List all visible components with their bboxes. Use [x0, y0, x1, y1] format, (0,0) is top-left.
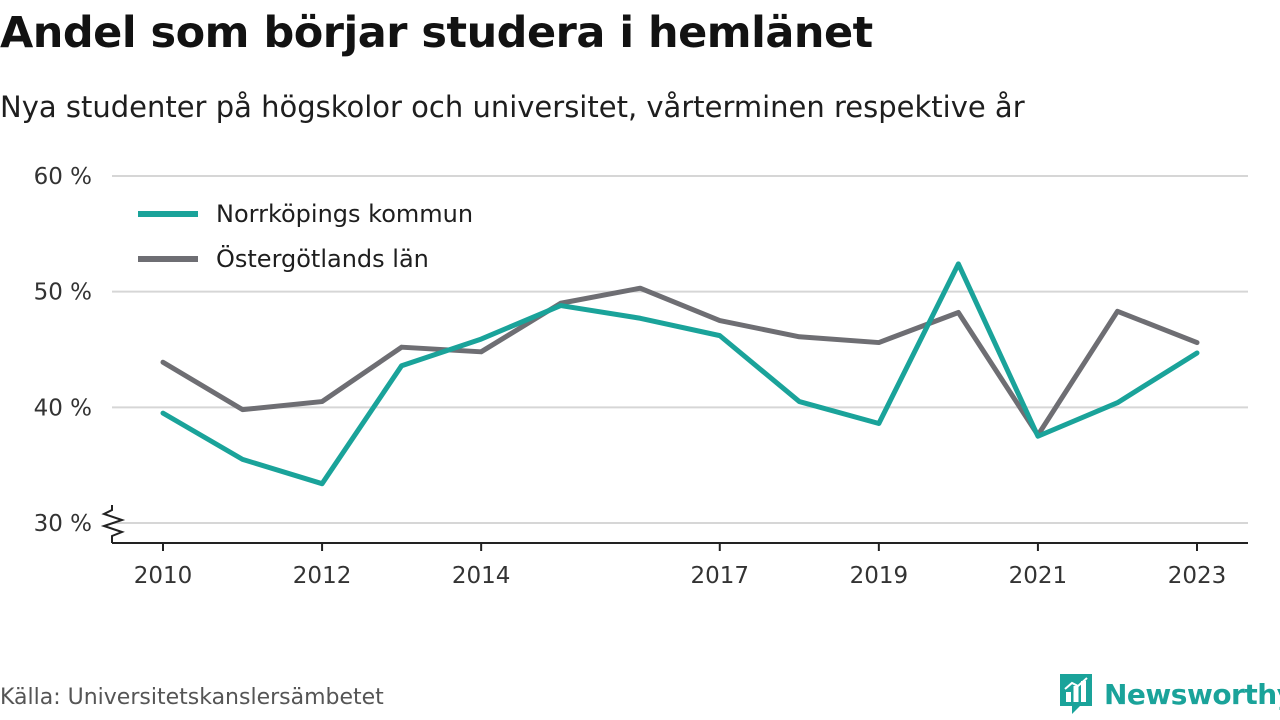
legend-label: Östergötlands län: [216, 244, 429, 273]
x-tick-label: 2012: [293, 563, 352, 589]
x-axis-labels: 2010 2012 2014 2017 2019 2021 2023: [134, 543, 1227, 589]
x-tick-label: 2014: [452, 563, 511, 589]
newsworthy-logo[interactable]: Newsworthy: [1058, 672, 1280, 716]
series-line: [160, 261, 1200, 487]
y-tick-label: 60 %: [34, 164, 92, 190]
bar-chart-speech-bubble-icon: [1060, 674, 1092, 714]
series-lines: [160, 261, 1200, 487]
axes: [100, 505, 1248, 544]
x-tick-label: 2019: [850, 563, 909, 589]
x-tick-label: 2021: [1009, 563, 1068, 589]
y-tick-label: 50 %: [34, 280, 92, 306]
source-note: Källa: Universitetskanslersämbetet: [0, 685, 384, 710]
chart-subtitle: Nya studenter på högskolor och universit…: [0, 90, 1025, 124]
x-tick-label: 2023: [1168, 563, 1227, 589]
legend: Norrköpings kommun Östergötlands län: [138, 200, 473, 273]
x-tick-label: 2010: [134, 563, 193, 589]
y-axis-break-icon: [100, 505, 126, 543]
y-tick-label: 40 %: [34, 395, 92, 421]
series-line: [160, 285, 1200, 438]
brand-name: Newsworthy: [1104, 677, 1280, 711]
legend-label: Norrköpings kommun: [216, 200, 473, 228]
line-chart: 30 % 40 % 50 % 60 % 2010 2012 2014 2017 2019 202…: [34, 164, 1248, 589]
y-tick-label: 30 %: [34, 511, 92, 537]
x-tick-label: 2017: [690, 563, 749, 589]
y-axis-labels: 30 % 40 % 50 % 60 %: [34, 164, 92, 537]
chart-title: Andel som börjar studera i hemlänet: [0, 8, 873, 58]
